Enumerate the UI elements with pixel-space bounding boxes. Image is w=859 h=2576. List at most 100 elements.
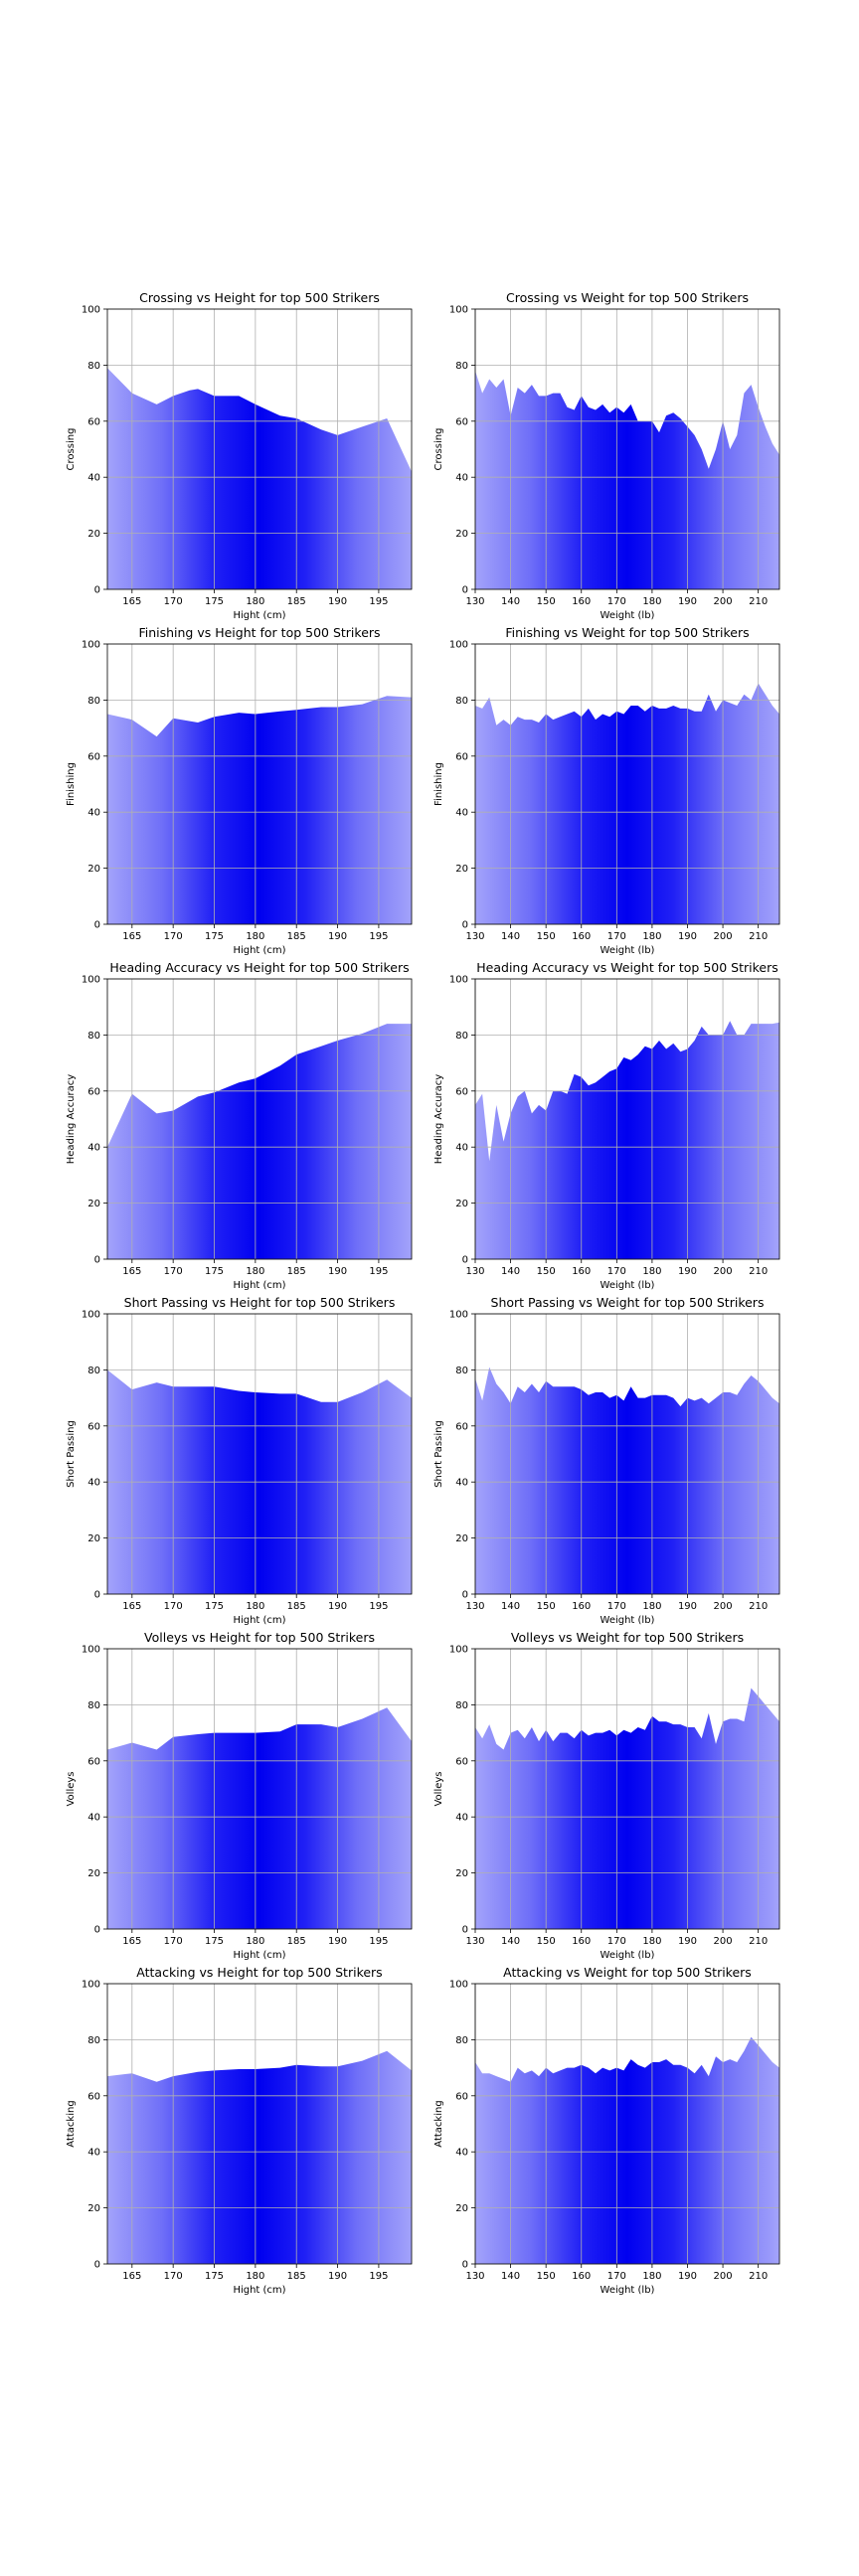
area-fill bbox=[107, 1024, 412, 1259]
y-tick-label: 0 bbox=[94, 1925, 100, 1936]
x-tick-label: 190 bbox=[328, 2271, 347, 2282]
x-tick-label: 210 bbox=[749, 2271, 768, 2282]
y-tick-label: 100 bbox=[82, 1980, 100, 1991]
x-tick-label: 165 bbox=[122, 2271, 141, 2282]
x-tick-label: 150 bbox=[537, 596, 556, 607]
y-tick-label: 0 bbox=[462, 1255, 468, 1266]
x-tick-label: 160 bbox=[572, 2271, 591, 2282]
x-axis-label: Weight (lb) bbox=[601, 610, 655, 621]
y-tick-label: 0 bbox=[462, 585, 468, 596]
y-axis-label: Crossing bbox=[66, 428, 77, 471]
y-tick-label: 20 bbox=[87, 1199, 100, 1209]
x-axis-label: Weight (lb) bbox=[601, 2285, 655, 2296]
axes-frame bbox=[106, 1983, 413, 2265]
x-tick-label: 175 bbox=[205, 1601, 224, 1612]
y-tick-label: 100 bbox=[449, 1980, 468, 1991]
x-tick-label: 190 bbox=[678, 1266, 697, 1277]
x-tick-label: 130 bbox=[465, 2271, 484, 2282]
chart-title: Heading Accuracy vs Weight for top 500 S… bbox=[476, 960, 777, 975]
y-axis-label: Finishing bbox=[433, 762, 444, 806]
chart-title: Finishing vs Weight for top 500 Strikers bbox=[505, 625, 749, 640]
axes-frame bbox=[106, 1313, 413, 1595]
x-axis-label: Weight (lb) bbox=[601, 1615, 655, 1626]
y-tick-label: 100 bbox=[82, 305, 100, 316]
y-tick-label: 60 bbox=[455, 1756, 468, 1767]
axes-frame bbox=[474, 1313, 780, 1595]
subplot-3: 165 170 175 180 185 190 195 0 20 40 60 80 100 Finishi… bbox=[66, 625, 413, 956]
x-tick-label: 130 bbox=[465, 1601, 484, 1612]
x-tick-label: 180 bbox=[642, 2271, 661, 2282]
y-tick-label: 60 bbox=[455, 2091, 468, 2102]
x-tick-label: 170 bbox=[607, 596, 626, 607]
x-tick-label: 170 bbox=[607, 2271, 626, 2282]
area-fill bbox=[475, 371, 779, 589]
x-tick-label: 180 bbox=[642, 596, 661, 607]
y-axis-label: Heading Accuracy bbox=[433, 1074, 444, 1165]
y-axis-label: Heading Accuracy bbox=[66, 1074, 77, 1165]
x-tick-label: 195 bbox=[369, 1266, 388, 1277]
x-tick-label: 200 bbox=[714, 596, 733, 607]
y-tick-label: 80 bbox=[87, 1031, 100, 1042]
x-tick-label: 150 bbox=[537, 931, 556, 942]
axes-frame bbox=[474, 1648, 780, 1930]
x-tick-label: 160 bbox=[572, 1601, 591, 1612]
x-tick-label: 190 bbox=[678, 2271, 697, 2282]
x-tick-label: 170 bbox=[607, 931, 626, 942]
y-tick-label: 80 bbox=[455, 1366, 468, 1376]
y-tick-label: 60 bbox=[87, 1421, 100, 1432]
x-tick-label: 170 bbox=[164, 1266, 183, 1277]
y-tick-label: 80 bbox=[87, 361, 100, 372]
y-tick-label: 40 bbox=[455, 808, 468, 819]
axes-frame bbox=[474, 643, 780, 925]
y-tick-label: 60 bbox=[455, 1086, 468, 1097]
x-axis-label: Weight (lb) bbox=[601, 1950, 655, 1961]
y-tick-label: 20 bbox=[87, 2203, 100, 2214]
x-tick-label: 190 bbox=[678, 1601, 697, 1612]
y-tick-label: 80 bbox=[455, 361, 468, 372]
x-tick-label: 195 bbox=[369, 596, 388, 607]
y-tick-label: 0 bbox=[94, 1255, 100, 1266]
area-fill bbox=[107, 368, 412, 589]
y-tick-label: 60 bbox=[455, 416, 468, 427]
subplot-10: 130 140 150 160 170 180 190 200 210 0 20 40 60 80 100 V… bbox=[433, 1630, 780, 1961]
y-tick-label: 100 bbox=[449, 1645, 468, 1656]
y-tick-label: 40 bbox=[455, 1478, 468, 1489]
x-axis-label: Hight (cm) bbox=[233, 1950, 285, 1961]
x-tick-label: 190 bbox=[678, 931, 697, 942]
chart-title: Attacking vs Height for top 500 Strikers bbox=[136, 1965, 382, 1980]
x-tick-label: 195 bbox=[369, 931, 388, 942]
x-tick-label: 140 bbox=[501, 1601, 520, 1612]
y-tick-label: 80 bbox=[87, 696, 100, 707]
y-tick-label: 0 bbox=[94, 920, 100, 931]
y-tick-label: 60 bbox=[87, 1756, 100, 1767]
y-tick-label: 100 bbox=[82, 1645, 100, 1656]
x-tick-label: 190 bbox=[328, 931, 347, 942]
y-tick-label: 60 bbox=[87, 416, 100, 427]
x-tick-label: 200 bbox=[714, 1936, 733, 1947]
x-tick-label: 195 bbox=[369, 2271, 388, 2282]
y-tick-label: 0 bbox=[462, 1925, 468, 1936]
x-tick-label: 165 bbox=[122, 1936, 141, 1947]
x-tick-label: 175 bbox=[205, 931, 224, 942]
x-tick-label: 190 bbox=[678, 1936, 697, 1947]
subplot-8: 130 140 150 160 170 180 190 200 210 0 20 40 60 80 100 S… bbox=[433, 1295, 780, 1626]
x-tick-label: 185 bbox=[287, 931, 306, 942]
x-tick-label: 195 bbox=[369, 1601, 388, 1612]
x-tick-label: 180 bbox=[246, 931, 264, 942]
x-tick-label: 185 bbox=[287, 1936, 306, 1947]
x-tick-label: 170 bbox=[607, 1936, 626, 1947]
x-tick-label: 180 bbox=[642, 1266, 661, 1277]
x-tick-label: 140 bbox=[501, 1936, 520, 1947]
chart-title: Attacking vs Weight for top 500 Strikers bbox=[503, 1965, 752, 1980]
x-tick-label: 130 bbox=[465, 596, 484, 607]
subplot-4: 130 140 150 160 170 180 190 200 210 0 20 40 60 80 100 F… bbox=[433, 625, 780, 956]
chart-title: Volleys vs Height for top 500 Strikers bbox=[144, 1630, 375, 1645]
chart-title: Crossing vs Height for top 500 Strikers bbox=[139, 290, 380, 305]
x-tick-label: 200 bbox=[714, 2271, 733, 2282]
x-axis-label: Weight (lb) bbox=[601, 1280, 655, 1291]
y-tick-label: 40 bbox=[87, 1813, 100, 1824]
y-tick-label: 100 bbox=[82, 1310, 100, 1321]
y-tick-label: 80 bbox=[455, 696, 468, 707]
y-tick-label: 20 bbox=[87, 529, 100, 540]
chart-title: Heading Accuracy vs Height for top 500 S… bbox=[109, 960, 409, 975]
